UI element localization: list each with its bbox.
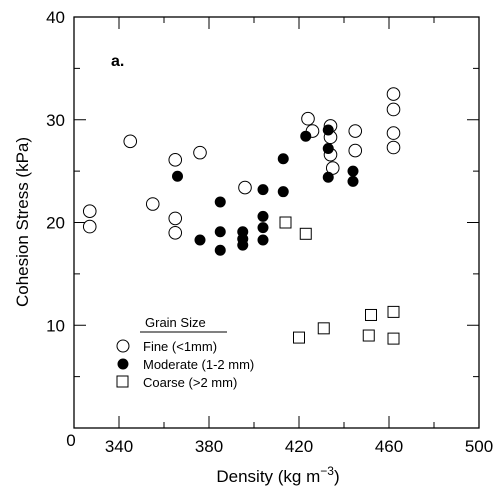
data-point-moderate [277, 153, 289, 165]
data-point-moderate [277, 186, 289, 198]
data-point-fine [386, 102, 401, 117]
data-point-fine [168, 211, 183, 226]
x-tick-label: 500 [465, 437, 493, 456]
legend-label-moderate: Moderate (1-2 mm) [143, 357, 254, 372]
data-point-moderate [214, 196, 226, 208]
data-point-moderate [214, 226, 226, 238]
x-axis-title-exponent: −3 [320, 464, 334, 478]
axis-ticks [73, 16, 480, 428]
x-tick-label: 340 [105, 437, 133, 456]
data-point-moderate [194, 234, 206, 246]
data-point-moderate [214, 244, 226, 256]
data-point-fine [123, 134, 138, 149]
data-point-fine [301, 111, 315, 126]
data-point-fine [82, 204, 97, 218]
data-point-coarse [299, 227, 312, 240]
y-tick-label: 30 [46, 111, 65, 130]
data-point-moderate [237, 239, 249, 251]
origin-tick-label: 0 [66, 431, 75, 450]
legend-marker-coarse [116, 375, 129, 388]
data-point-fine [386, 87, 401, 101]
legend: Grain Size Fine (<1mm) Moderate (1-2 mm)… [116, 315, 254, 390]
plot-frame [73, 16, 480, 429]
data-point-fine [193, 145, 207, 160]
x-axis-title-close: ) [334, 467, 340, 486]
legend-marker-moderate [117, 358, 129, 370]
data-point-moderate [347, 175, 359, 187]
data-point-moderate [172, 170, 183, 182]
data-point-coarse [317, 322, 330, 335]
data-point-coarse [279, 216, 292, 229]
y-tick-label: 10 [46, 316, 65, 335]
x-tick-label: 460 [375, 437, 403, 456]
data-point-moderate [322, 171, 334, 183]
legend-title: Grain Size [145, 315, 206, 330]
data-point-fine [386, 140, 401, 155]
data-point-coarse [293, 331, 305, 344]
x-axis-title: Density (kg m−3) [216, 464, 339, 486]
data-point-fine [168, 153, 183, 167]
data-point-moderate [322, 124, 334, 136]
data-point-fine [386, 126, 401, 140]
data-point-fine [348, 143, 363, 158]
y-tick-label: 40 [46, 8, 65, 27]
y-axis-title: Cohesion Stress (kPa) [13, 137, 32, 307]
data-point-moderate [257, 210, 269, 222]
x-tick-label: 420 [285, 437, 313, 456]
data-point-moderate [257, 234, 269, 246]
data-point-fine [82, 219, 97, 234]
legend-label-coarse: Coarse (>2 mm) [143, 375, 237, 390]
data-point-coarse [365, 308, 377, 321]
data-points [82, 87, 401, 345]
data-point-moderate [257, 184, 269, 196]
data-point-coarse [387, 305, 400, 318]
data-point-fine [168, 225, 183, 240]
data-point-fine [145, 197, 160, 211]
data-point-coarse [362, 329, 375, 342]
panel-label: a. [111, 53, 124, 70]
data-point-moderate [257, 222, 269, 234]
data-point-coarse [387, 332, 400, 345]
data-point-moderate [300, 130, 312, 142]
data-point-moderate [347, 165, 359, 177]
legend-marker-fine [116, 339, 130, 353]
tick-labels: 340 380 420 460 500 0 10 20 30 40 [46, 8, 493, 456]
x-tick-label: 380 [195, 437, 223, 456]
y-tick-label: 20 [46, 214, 65, 233]
legend-label-fine: Fine (<1mm) [143, 339, 217, 354]
data-point-fine [238, 180, 252, 195]
data-point-moderate [322, 143, 334, 155]
data-point-fine [348, 124, 363, 138]
